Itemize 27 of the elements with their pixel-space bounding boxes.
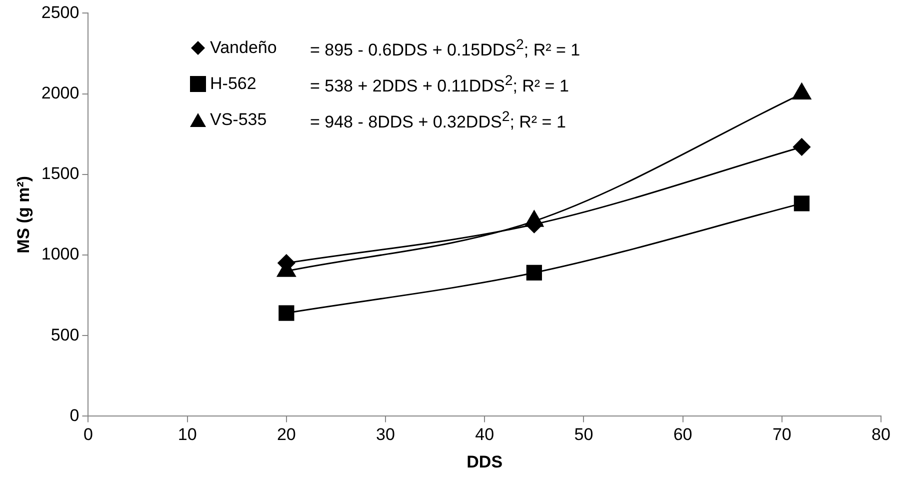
point [794, 196, 810, 212]
legend-label: H-562 [210, 73, 258, 95]
point [278, 305, 294, 321]
y-tick-label: 2000 [41, 83, 80, 102]
x-tick-label: 60 [673, 425, 692, 444]
y-tick-label: 500 [50, 325, 80, 344]
x-tick-label: 0 [83, 425, 93, 444]
x-tick-label: 70 [772, 425, 792, 444]
x-tick-label: 30 [376, 425, 395, 444]
point [526, 264, 542, 281]
x-axis-title: DDS [466, 452, 503, 472]
y-tick-label: 0 [70, 406, 80, 425]
x-tick-label: 10 [178, 425, 197, 444]
x-tick-label: 20 [276, 425, 296, 444]
y-axis-title: MS (g m²) [14, 176, 33, 254]
legend-label: Vandeño [210, 37, 278, 59]
annotation: = 895 - 0.6DDS + 0.15DDS$^{2}$; R² = 1 [310, 36, 580, 62]
x-tick-label: 40 [475, 425, 494, 444]
y-tick-label: 1500 [41, 164, 80, 184]
x-tick-label: 50 [574, 425, 594, 444]
y-tick-label: 1000 [41, 244, 80, 264]
annotation: = 948 - 8DDS + 0.32DDS$^{2}$; R² = 1 [310, 108, 566, 134]
legend-label: VS-535 [210, 109, 268, 131]
annotation: = 538 + 2DDS + 0.11DDS$^{2}$; R² = 1 [310, 72, 569, 98]
y-tick-label: 2500 [41, 2, 80, 22]
x-tick-label: 80 [872, 425, 890, 444]
point [792, 138, 810, 156]
